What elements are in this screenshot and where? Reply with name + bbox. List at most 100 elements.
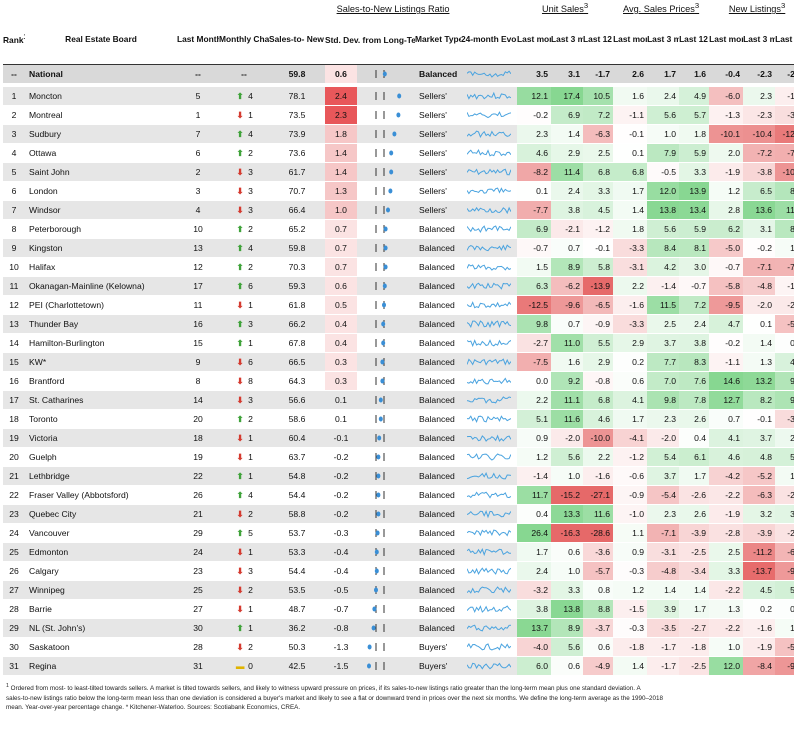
listings-value: 4.7: [709, 314, 744, 334]
market-type-cell: Sellers': [415, 200, 461, 220]
sales-value: 11.0: [551, 333, 584, 353]
last-rank-cell: 7: [177, 124, 219, 144]
std-dev-cell: -0.5: [325, 580, 357, 600]
monthly-change-cell: ⬇ 3: [219, 181, 269, 201]
monthly-change-cell: ⬆ 2: [219, 219, 269, 239]
last-rank-cell: 14: [177, 390, 219, 410]
monthly-change-cell: ⬇ 3: [219, 390, 269, 410]
prices-value: -4.8: [647, 561, 680, 581]
arrow-up-icon: ⬆: [236, 527, 244, 538]
prices-value: 1.4: [613, 200, 648, 220]
sales-value: 13.3: [551, 504, 584, 524]
sparkline-24-month: [467, 339, 512, 348]
std-dev-marker-cell: [357, 352, 415, 372]
sales-value: 8.9: [551, 257, 584, 277]
listings-value: -1.1: [709, 352, 744, 372]
prices-value: 8.1: [679, 238, 710, 258]
col-board: Real Estate Board: [25, 14, 177, 65]
listings-value: 14.6: [709, 371, 744, 391]
sales-value: 1.4: [551, 124, 584, 144]
listings-value: -4.2: [709, 466, 744, 486]
market-type-cell: Balanced: [415, 314, 461, 334]
prices-value: -3.1: [613, 257, 648, 277]
prices-value: 7.6: [679, 371, 710, 391]
prices-value: -3.5: [647, 618, 680, 638]
std-dev-marker-cell: [357, 219, 415, 239]
listings-value: 1.2: [775, 618, 794, 638]
std-dev-marker-cell: [357, 143, 415, 163]
listings-value: 2.1: [775, 428, 794, 448]
rank-cell: 13: [3, 314, 25, 334]
std-dev-position-marker: [375, 301, 386, 309]
prices-value: 6.8: [613, 162, 648, 182]
monthly-change-cell: ⬆ 6: [219, 276, 269, 296]
std-dev-marker-cell: [357, 105, 415, 125]
monthly-change-value: 3: [248, 185, 253, 196]
sales-value: 11.6: [583, 504, 614, 524]
listings-value: 1.3: [709, 599, 744, 619]
std-dev-marker-cell: [357, 466, 415, 486]
monthly-change-value: 5: [248, 527, 253, 538]
evolution-cell: [461, 390, 518, 410]
table-row: 23 Quebec City 21 ⬇ 2 58.8 -0.2 Balanced 0.4 13.3…: [3, 504, 794, 524]
sparkline-24-month: [467, 491, 512, 499]
listings-value: 0.3: [775, 599, 794, 619]
sparkline-24-month: [467, 567, 512, 576]
sales-value: 3.3: [551, 580, 584, 600]
monthly-change-value: 1: [248, 622, 253, 633]
footnotes: 1 Ordered from most- to least-tilted tow…: [6, 682, 786, 713]
footnote-line: sales-to-new listings ratio below the lo…: [6, 694, 664, 702]
listings-value: 6.2: [709, 219, 744, 239]
std-dev-dot: [378, 397, 383, 403]
board-name: Toronto: [25, 409, 177, 429]
last-rank-cell: 3: [177, 181, 219, 201]
std-dev-position-marker: [375, 187, 393, 195]
evolution-cell: [461, 87, 518, 106]
sales-value: 0.8: [583, 580, 614, 600]
listings-value: 2.0: [709, 143, 744, 163]
sparkline-24-month: [467, 111, 512, 119]
rank-cell: 2: [3, 105, 25, 125]
monthly-change-value: 4: [248, 242, 253, 253]
sales-value: 5.1: [517, 409, 552, 429]
last-rank-cell: 28: [177, 637, 219, 657]
monthly-change-value: 4: [248, 90, 253, 101]
sales-value: -6.2: [551, 276, 584, 296]
evolution-cell: [461, 314, 518, 334]
std-dev-position-marker: [375, 339, 386, 347]
last-rank-cell: 23: [177, 561, 219, 581]
prices-value: -2.7: [679, 618, 710, 638]
sparkline-24-month: [467, 396, 512, 404]
last-rank-cell: 1: [177, 105, 219, 125]
sales-value: 1.2: [517, 447, 552, 467]
std-dev-cell: 0.7: [325, 238, 357, 258]
prices-value: 1.7: [647, 64, 680, 83]
sales-value: -0.8: [583, 371, 614, 391]
market-type-cell: Balanced: [415, 523, 461, 543]
sales-value: 2.9: [583, 352, 614, 372]
market-type-cell: Balanced: [415, 333, 461, 353]
sparkline-path: [467, 70, 512, 78]
market-type-cell: Sellers': [415, 143, 461, 163]
sales-value: 2.3: [517, 124, 552, 144]
ratio-cell: 70.3: [269, 257, 325, 277]
listings-value: 0.7: [709, 409, 744, 429]
sales-value: 2.5: [583, 143, 614, 163]
rank-cell: 21: [3, 466, 25, 486]
prices-value: -0.3: [613, 618, 648, 638]
std-dev-marker-cell: [357, 428, 415, 448]
std-dev-position-marker: [375, 206, 390, 214]
prices-value: -1.0: [613, 504, 648, 524]
listings-value: 4.1: [709, 428, 744, 448]
market-type-cell: Balanced: [415, 485, 461, 505]
sparkline-path: [467, 472, 512, 480]
std-dev-dot: [383, 245, 388, 251]
sales-value: -12.5: [517, 295, 552, 315]
std-dev-cell: 1.8: [325, 124, 357, 144]
rank-cell: 22: [3, 485, 25, 505]
sparkline-24-month: [467, 263, 512, 271]
board-name: Montreal: [25, 105, 177, 125]
std-dev-position-marker: [375, 396, 385, 404]
prices-value: -0.5: [647, 162, 680, 182]
rank-cell: 20: [3, 447, 25, 467]
